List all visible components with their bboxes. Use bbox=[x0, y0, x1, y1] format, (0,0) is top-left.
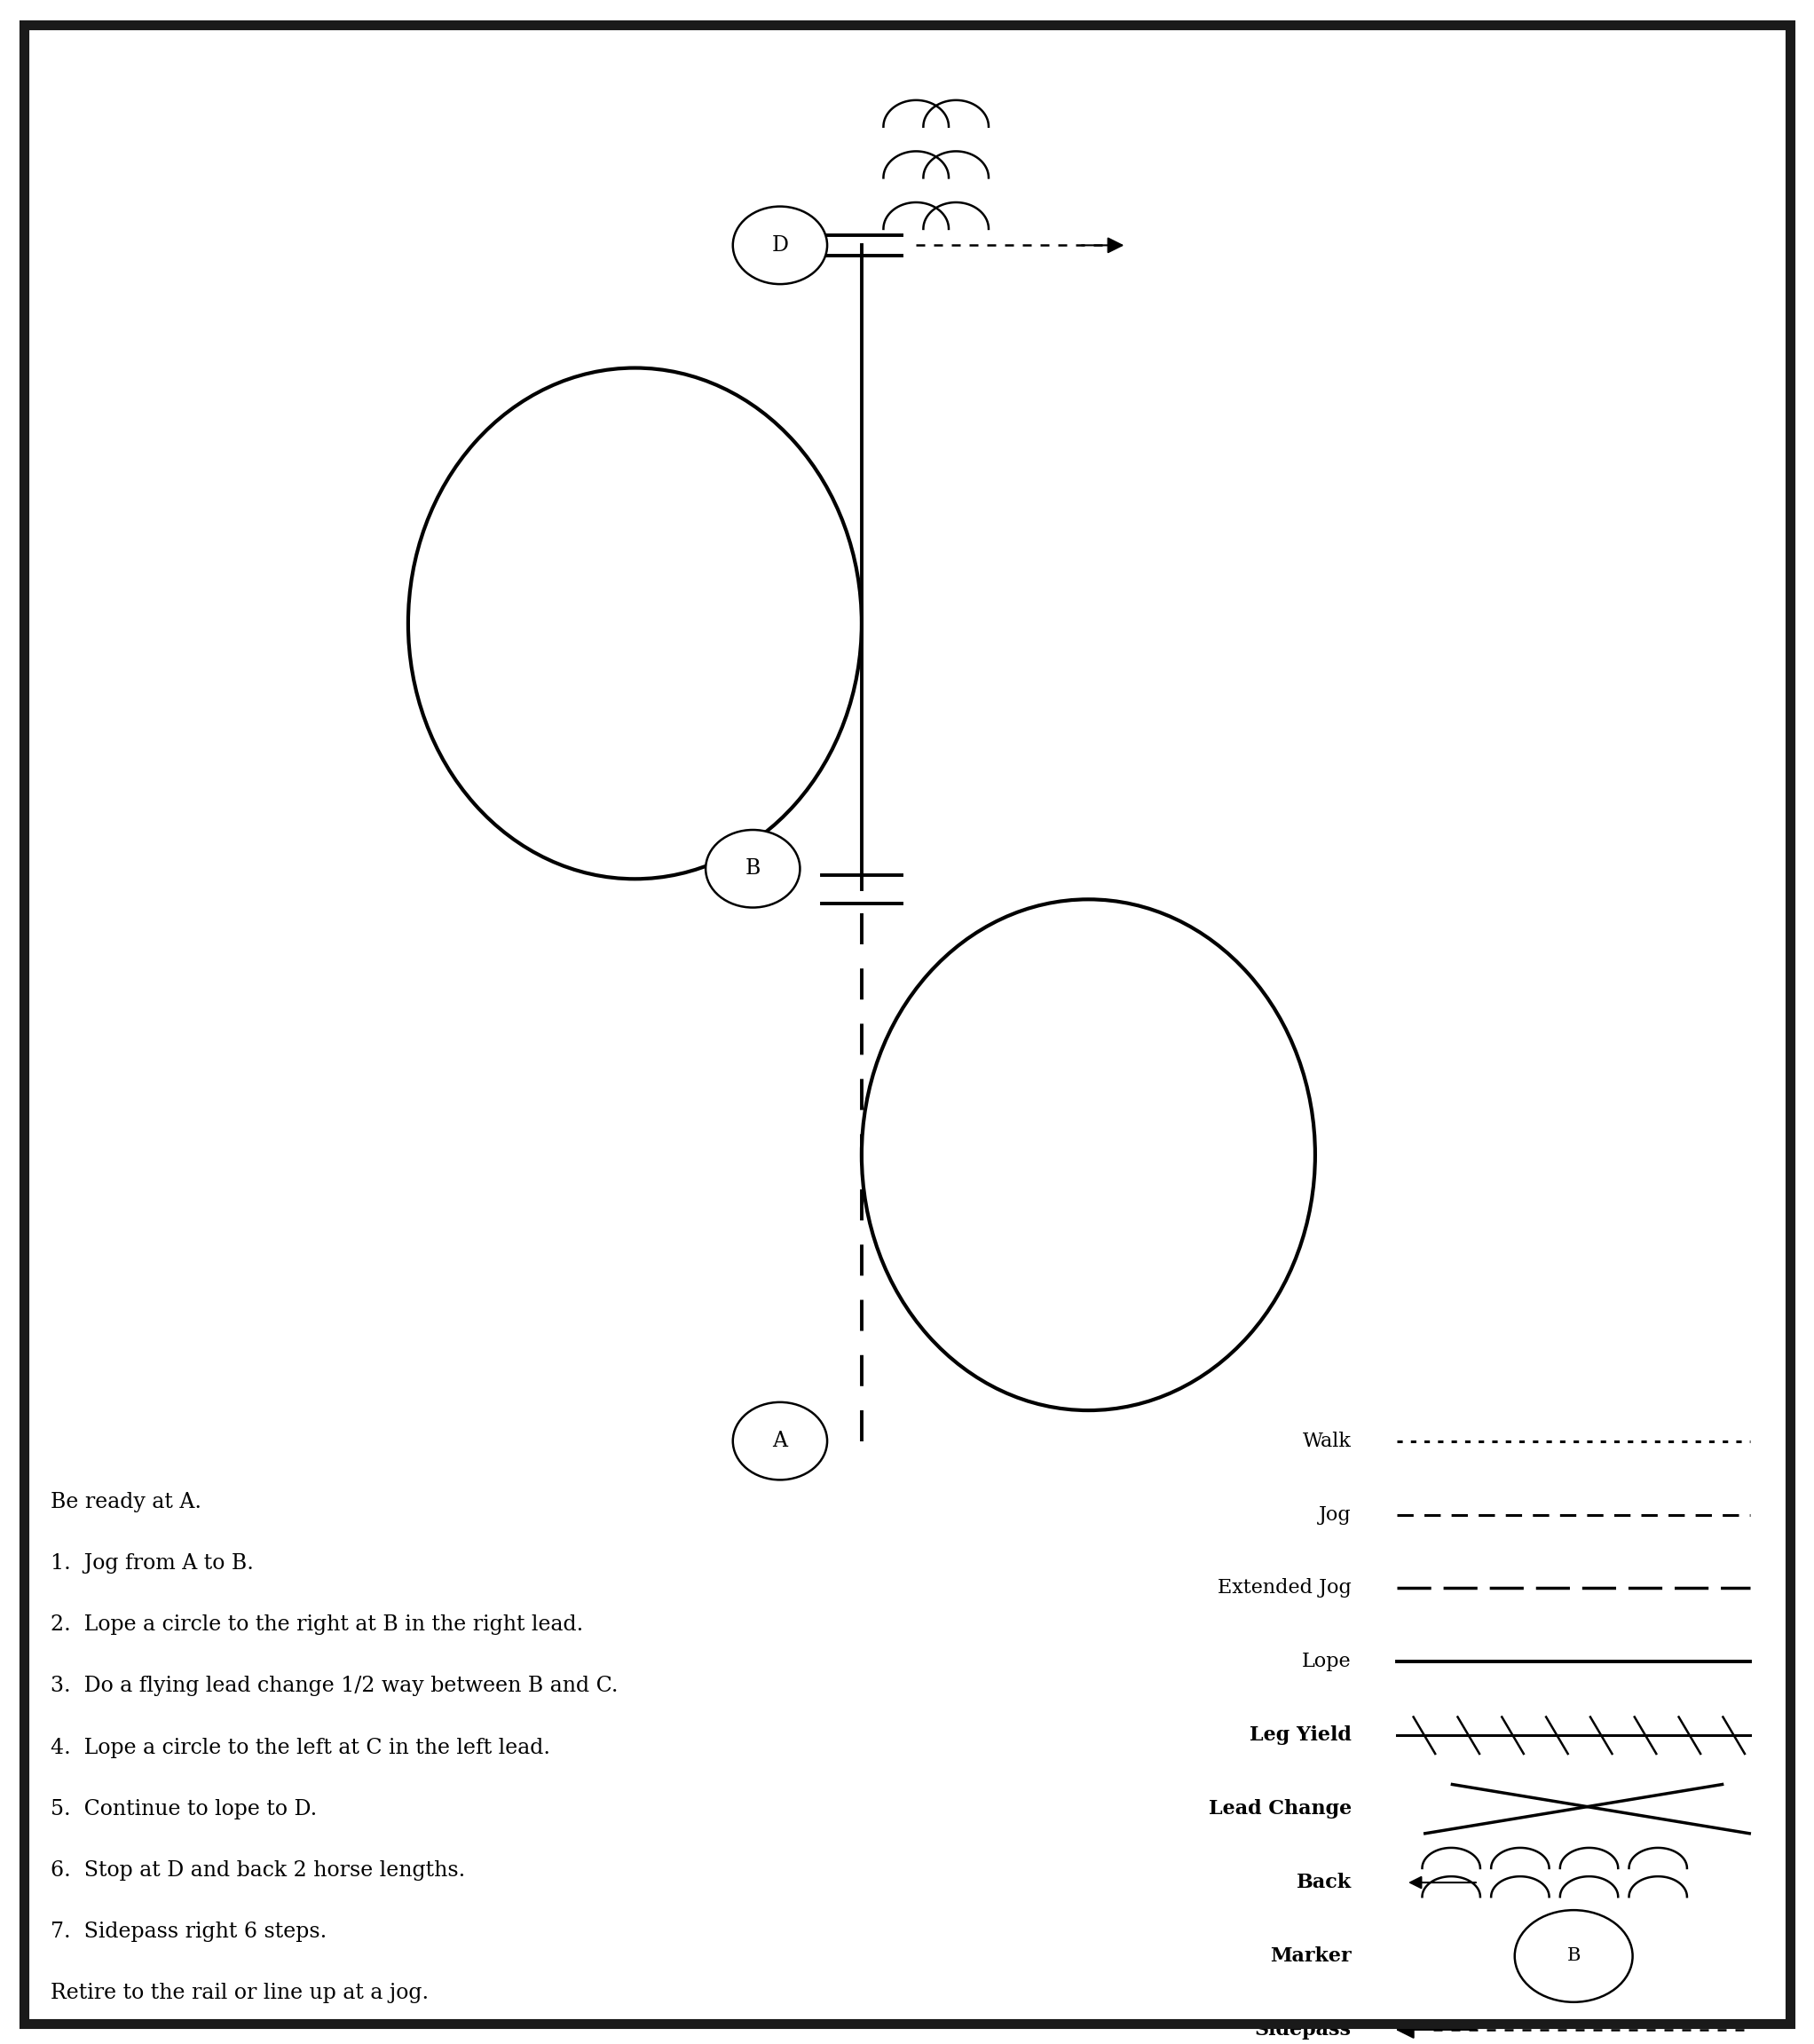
Text: 7.  Sidepass right 6 steps.: 7. Sidepass right 6 steps. bbox=[51, 1921, 327, 1942]
Text: B: B bbox=[1567, 1948, 1580, 1964]
Text: 6.  Stop at D and back 2 horse lengths.: 6. Stop at D and back 2 horse lengths. bbox=[51, 1860, 466, 1880]
Text: Be ready at A.: Be ready at A. bbox=[51, 1492, 201, 1513]
Text: Walk: Walk bbox=[1302, 1431, 1351, 1451]
Text: 3.  Do a flying lead change 1/2 way between B and C.: 3. Do a flying lead change 1/2 way betwe… bbox=[51, 1676, 619, 1697]
Text: B: B bbox=[746, 858, 760, 879]
Ellipse shape bbox=[1515, 1909, 1633, 2003]
Text: 4.  Lope a circle to the left at C in the left lead.: 4. Lope a circle to the left at C in the… bbox=[51, 1737, 550, 1758]
Text: Lope: Lope bbox=[1302, 1652, 1351, 1672]
Ellipse shape bbox=[706, 830, 800, 908]
Ellipse shape bbox=[733, 1402, 827, 1480]
Text: Marker: Marker bbox=[1270, 1946, 1351, 1966]
Text: Extended Jog: Extended Jog bbox=[1217, 1578, 1351, 1598]
Text: D: D bbox=[771, 235, 789, 256]
Text: Retire to the rail or line up at a jog.: Retire to the rail or line up at a jog. bbox=[51, 1983, 428, 2003]
Text: Lead Change: Lead Change bbox=[1208, 1799, 1351, 1819]
Text: Jog: Jog bbox=[1319, 1504, 1351, 1525]
Text: Sidepass: Sidepass bbox=[1255, 2019, 1351, 2040]
Text: 1.  Jog from A to B.: 1. Jog from A to B. bbox=[51, 1553, 254, 1574]
Text: 5.  Continue to lope to D.: 5. Continue to lope to D. bbox=[51, 1799, 317, 1819]
Text: A: A bbox=[773, 1431, 787, 1451]
Ellipse shape bbox=[733, 206, 827, 284]
Text: Leg Yield: Leg Yield bbox=[1250, 1725, 1351, 1746]
Text: 2.  Lope a circle to the right at B in the right lead.: 2. Lope a circle to the right at B in th… bbox=[51, 1615, 584, 1635]
Text: Back: Back bbox=[1297, 1872, 1351, 1893]
